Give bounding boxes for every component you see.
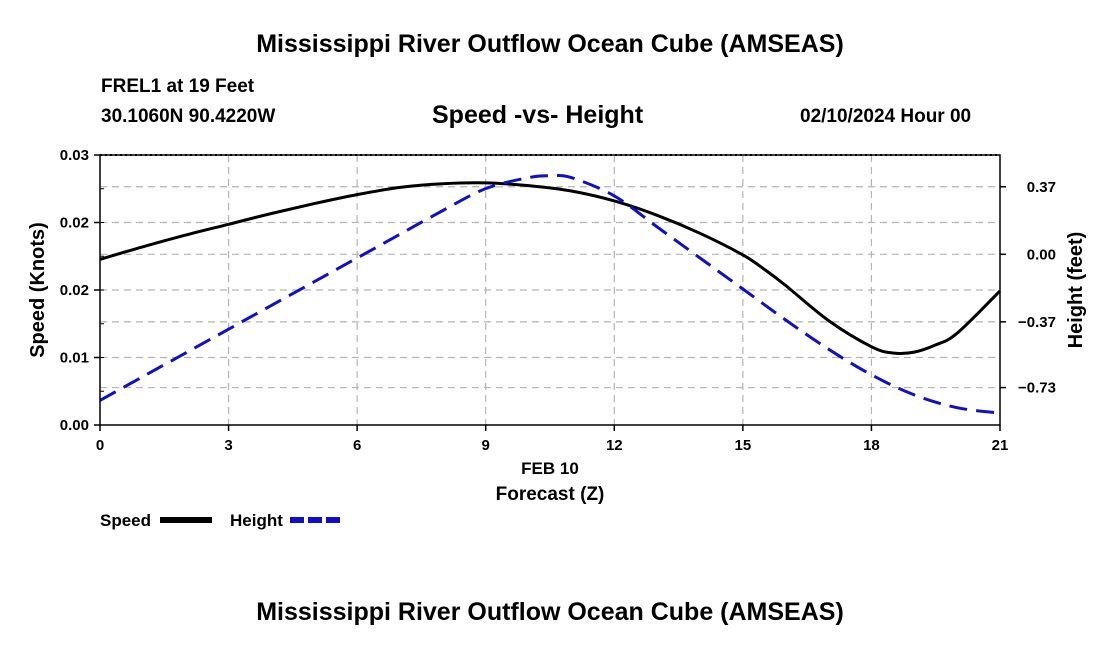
station-name: FREL1 at 19 Feet <box>101 76 255 97</box>
x-tick-label: 3 <box>224 437 232 454</box>
x-tick-label: 18 <box>863 437 880 454</box>
x-tick-label: 21 <box>992 437 1009 454</box>
y2-axis-title: Height (feet) <box>1065 232 1087 349</box>
x-tick-label: 15 <box>735 437 752 454</box>
y-tick-label: 0.02 <box>60 215 89 232</box>
y-tick-label: 0.01 <box>60 350 89 367</box>
series-speed-line <box>99 181 1002 355</box>
x-tick-label: 9 <box>482 437 490 454</box>
y2-tick-label: −0.73 <box>1018 380 1056 397</box>
station-coords: 30.1060N 90.4220W <box>101 106 276 127</box>
y-tick-label: 0.00 <box>60 417 89 434</box>
x-axis-title: Forecast (Z) <box>496 484 605 505</box>
forecast-date: 02/10/2024 Hour 00 <box>800 106 972 127</box>
y2-tick-label: −0.37 <box>1018 314 1056 331</box>
x-tick-label: 12 <box>606 437 623 454</box>
series-height-line <box>99 173 1001 415</box>
y-tick-label: 0.02 <box>60 282 89 299</box>
y-axis-title: Speed (Knots) <box>27 222 49 358</box>
legend: Speed Height <box>100 511 343 530</box>
x-date-label: FEB 10 <box>521 459 579 478</box>
x-tick-label: 0 <box>96 437 104 454</box>
y-tick-label: 0.03 <box>60 147 89 164</box>
y2-tick-label: 0.00 <box>1027 246 1056 263</box>
legend-speed-label: Speed <box>100 511 151 530</box>
legend-height-label: Height <box>230 511 283 530</box>
footer-title: Mississippi River Outflow Ocean Cube (AM… <box>256 598 844 626</box>
x-tick-label: 6 <box>353 437 361 454</box>
chart-title: Speed -vs- Height <box>432 101 644 129</box>
y2-tick-label: 0.37 <box>1027 179 1056 196</box>
page-title: Mississippi River Outflow Ocean Cube (AM… <box>256 30 844 58</box>
